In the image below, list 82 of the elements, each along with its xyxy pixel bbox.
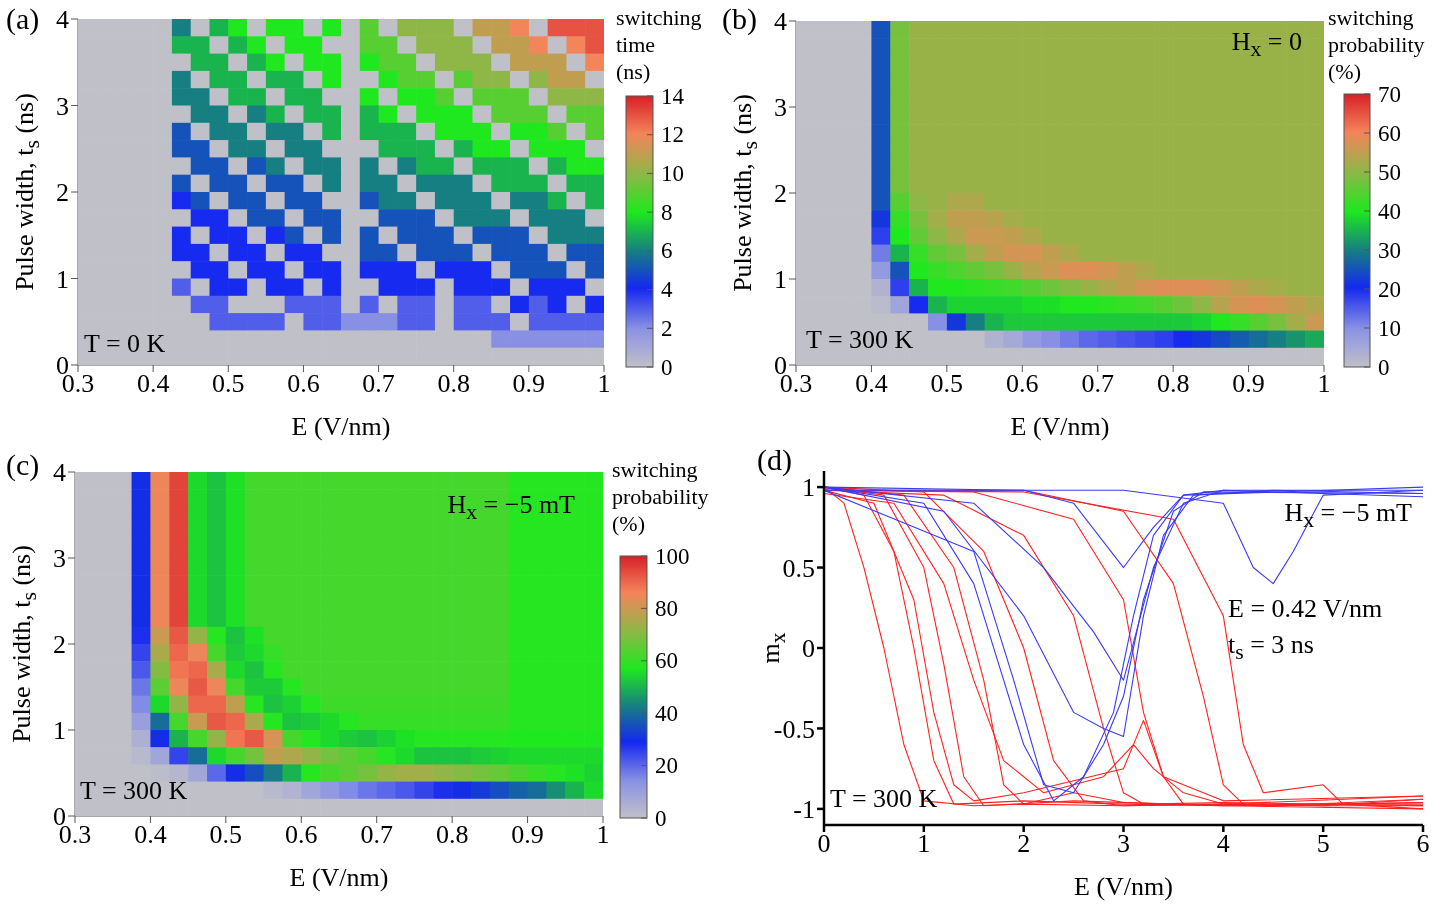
annotation: H$_{x}$ = −5 mT	[447, 490, 575, 526]
x-tick-label: 3	[1117, 829, 1130, 859]
x-tick-label: 0.7	[360, 820, 393, 850]
x-tick-label: 2	[1017, 829, 1031, 859]
x-tick-label: 0.6	[1006, 369, 1039, 399]
y-tick-label: 1	[56, 264, 69, 294]
color-bar-label: 4	[661, 277, 673, 303]
x-tick-label: 0.8	[437, 369, 470, 399]
color-bar-label: 100	[655, 543, 690, 569]
color-bar-label: 80	[655, 595, 678, 621]
color-bar-label: 12	[661, 122, 684, 148]
x-tick-label: 5	[1316, 829, 1330, 859]
color-bar-label: 8	[661, 199, 673, 225]
x-tick-label: 0.5	[209, 820, 243, 850]
annotation: E = 0.42 V/nm	[1228, 594, 1383, 624]
color-bar-label: 10	[661, 160, 684, 186]
color-bar-label: 70	[1378, 81, 1401, 107]
x-tick-label: 1	[917, 829, 931, 859]
chart-title: (c)	[6, 448, 40, 481]
x-tick-label: 0.6	[285, 820, 318, 850]
x-tick-label: 6	[1416, 829, 1430, 859]
x-tick-label: 0.9	[511, 820, 544, 850]
x-tick-label: 4	[1216, 829, 1230, 859]
x-axis-title: E (V/nm)	[1074, 871, 1173, 902]
y-tick-label: 1	[802, 473, 815, 503]
x-tick-label: 0.4	[134, 820, 167, 850]
color-bar-title: switching probability (%)	[612, 456, 709, 537]
color-bar-label: 20	[1378, 276, 1401, 302]
color-bar-label: 50	[1378, 159, 1401, 185]
annotation: T = 300 K	[806, 325, 914, 355]
color-bar-label: 60	[655, 648, 678, 674]
color-bar-label: 40	[655, 700, 678, 726]
color-bar-label: 60	[1378, 120, 1401, 146]
x-tick-label: 0.5	[212, 369, 245, 399]
color-bar-label: 30	[1378, 237, 1401, 263]
y-tick-label: 2	[53, 630, 66, 660]
y-tick-label: 3	[53, 544, 66, 574]
y-tick-label: 1	[53, 716, 66, 746]
color-bar-label: 40	[1378, 198, 1401, 224]
annotation: T = 0 K	[84, 329, 166, 359]
chart-title: (b)	[722, 2, 757, 35]
x-axis-title: E (V/nm)	[291, 411, 391, 442]
y-tick-label: 2	[774, 179, 787, 209]
x-axis-title: E (V/nm)	[1010, 411, 1110, 442]
color-bar-label: 20	[655, 753, 678, 779]
x-tick-label: 0.9	[1232, 369, 1265, 399]
color-bar-label: 6	[661, 238, 673, 264]
x-tick-label: 0.8	[435, 820, 469, 850]
y-tick-label: 1	[774, 265, 787, 295]
chart-title: (a)	[6, 2, 40, 35]
x-axis-title: E (V/nm)	[289, 862, 389, 893]
y-tick-label: 0.5	[782, 553, 815, 583]
x-tick-label: 0.8	[1156, 369, 1190, 399]
y-tick-label: 0	[802, 634, 815, 664]
y-tick-label: 4	[53, 458, 66, 488]
annotation: H$_{x}$ = 0	[1231, 27, 1302, 63]
y-tick-label: -0.5	[773, 714, 815, 744]
x-tick-label: 1	[596, 820, 610, 850]
annotation: t$_{s}$ = 3 ns	[1228, 630, 1314, 666]
y-tick-label: 2	[56, 178, 69, 208]
annotation: H$_{x}$ = −5 mT	[1284, 498, 1412, 534]
x-tick-label: 0.5	[930, 369, 964, 399]
x-tick-label: 0.7	[1081, 369, 1114, 399]
color-bar-label: 10	[1378, 315, 1401, 341]
chart-title: (d)	[757, 443, 792, 476]
y-tick-label: 3	[774, 93, 787, 123]
x-tick-label: 0.9	[512, 369, 546, 399]
color-bar-label: 14	[661, 83, 685, 109]
x-tick-label: 0.4	[136, 369, 170, 399]
x-tick-label: 1	[597, 369, 611, 399]
y-tick-label: 3	[56, 91, 69, 121]
x-tick-label: 0.7	[362, 369, 395, 399]
x-tick-label: 1	[1317, 369, 1331, 399]
x-tick-label: 0.4	[855, 369, 888, 399]
color-bar-label: 2	[661, 315, 673, 341]
annotation: T = 300 K	[80, 776, 188, 806]
y-tick-label: -1	[793, 795, 815, 825]
color-bar-title: switching time (ns)	[616, 4, 702, 85]
y-tick-label: 4	[774, 7, 787, 37]
y-tick-label: 4	[56, 5, 69, 35]
color-bar-title: switching probability (%)	[1328, 5, 1425, 84]
x-tick-label: 0.6	[287, 369, 320, 399]
